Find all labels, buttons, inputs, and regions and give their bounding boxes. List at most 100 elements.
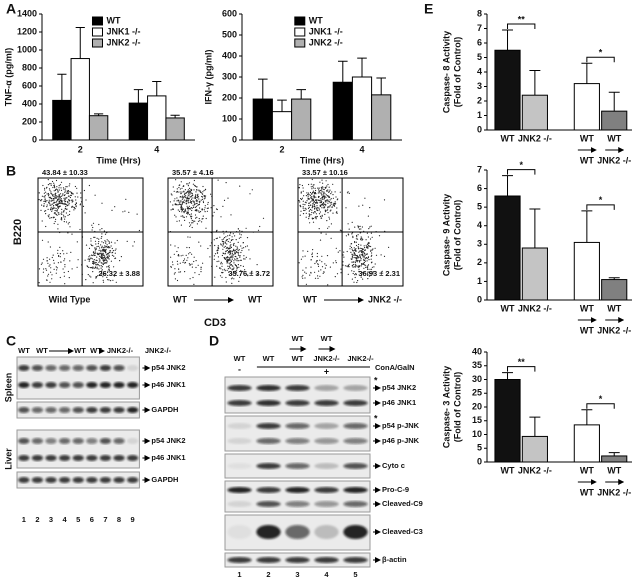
error-bar xyxy=(529,70,541,96)
cell-dot xyxy=(232,256,234,258)
cell-dot xyxy=(108,279,110,281)
cell-dot xyxy=(215,237,217,240)
cell-dot xyxy=(239,230,241,232)
cell-dot xyxy=(178,210,181,212)
cell-dot xyxy=(355,241,357,243)
error-bar xyxy=(608,91,620,112)
cell-dot xyxy=(313,191,315,193)
cell-dot xyxy=(247,275,249,277)
cell-dot xyxy=(124,210,126,212)
cell-dot xyxy=(110,260,112,262)
cell-dot xyxy=(330,203,332,205)
error-bar xyxy=(502,372,513,380)
bar xyxy=(601,279,628,301)
cell-dot xyxy=(48,194,50,196)
cell-dot xyxy=(317,202,319,204)
cell-dot xyxy=(388,246,390,248)
cell-dot xyxy=(59,246,61,248)
cell-dot xyxy=(95,248,97,250)
cell-dot xyxy=(321,214,323,216)
cell-dot xyxy=(234,251,236,253)
treatment-sign: + xyxy=(324,366,329,376)
cell-dot xyxy=(216,229,218,231)
cell-dot xyxy=(233,267,235,269)
cell-dot xyxy=(347,266,349,268)
error-bar xyxy=(338,60,348,83)
legend-swatch xyxy=(294,38,306,48)
cell-dot xyxy=(54,193,56,195)
cell-dot xyxy=(187,201,189,203)
cell-dot xyxy=(360,238,362,240)
cell-dot xyxy=(190,207,192,209)
cell-dot xyxy=(364,253,366,255)
cell-dot xyxy=(136,213,138,215)
cell-dot xyxy=(180,193,182,195)
cell-dot xyxy=(183,199,185,201)
cell-dot xyxy=(354,226,356,228)
cell-dot xyxy=(313,200,315,202)
cell-dot xyxy=(194,185,197,187)
y-tick-label: 10 xyxy=(472,429,482,439)
cell-dot xyxy=(56,197,58,199)
cell-dot xyxy=(358,268,360,270)
bar xyxy=(52,99,72,141)
cell-dot xyxy=(48,188,51,190)
cell-dot xyxy=(335,247,337,249)
y-tick-label: 5 xyxy=(477,52,482,62)
cell-dot xyxy=(236,246,238,248)
cell-dot xyxy=(239,255,241,257)
cell-dot xyxy=(173,253,175,255)
blot-band xyxy=(227,501,252,507)
cell-dot xyxy=(320,187,322,189)
cell-dot xyxy=(329,202,331,204)
cell-dot xyxy=(342,261,344,263)
cell-dot xyxy=(193,200,195,203)
cell-dot xyxy=(344,265,346,267)
cell-dot xyxy=(223,246,225,248)
y-tick-label: 3 xyxy=(477,239,482,249)
blot-band xyxy=(45,477,57,483)
cell-dot xyxy=(108,255,110,257)
cell-dot xyxy=(53,204,55,207)
cell-dot xyxy=(248,249,250,251)
error-bar xyxy=(57,73,67,101)
quadrant-value: 43.84 ± 10.33 xyxy=(42,168,88,177)
cell-dot xyxy=(48,265,50,267)
cell-dot xyxy=(198,198,200,200)
cell-dot xyxy=(38,192,40,194)
cell-dot xyxy=(92,251,95,253)
cell-dot xyxy=(300,192,302,194)
cell-dot xyxy=(100,253,102,255)
cell-dot xyxy=(189,191,191,193)
bar xyxy=(494,49,521,131)
cell-dot xyxy=(53,212,56,214)
band-marker: * xyxy=(374,375,378,385)
cell-dot xyxy=(231,273,233,275)
cell-dot xyxy=(360,236,362,238)
bar xyxy=(573,241,600,301)
cell-dot xyxy=(233,262,235,264)
cell-dot xyxy=(239,256,241,258)
cell-dot xyxy=(367,268,369,270)
blot-band xyxy=(58,382,71,388)
cell-dot xyxy=(347,191,349,193)
cell-dot xyxy=(200,192,203,194)
cell-dot xyxy=(321,261,323,263)
cell-dot xyxy=(182,216,184,218)
cell-dot xyxy=(103,256,105,259)
cell-dot xyxy=(106,260,108,262)
cell-dot xyxy=(234,235,236,237)
cell-dot xyxy=(210,193,212,195)
cell-dot xyxy=(178,201,180,203)
cell-dot xyxy=(191,263,193,265)
cell-dot xyxy=(103,258,105,260)
cell-dot xyxy=(222,248,224,250)
cell-dot xyxy=(45,269,48,271)
cell-dot xyxy=(199,211,202,213)
cell-dot xyxy=(185,216,188,218)
cell-dot xyxy=(84,259,86,261)
cell-dot xyxy=(216,250,218,252)
blot-band xyxy=(285,438,310,444)
cell-dot xyxy=(58,205,60,207)
cell-dot xyxy=(174,245,176,247)
